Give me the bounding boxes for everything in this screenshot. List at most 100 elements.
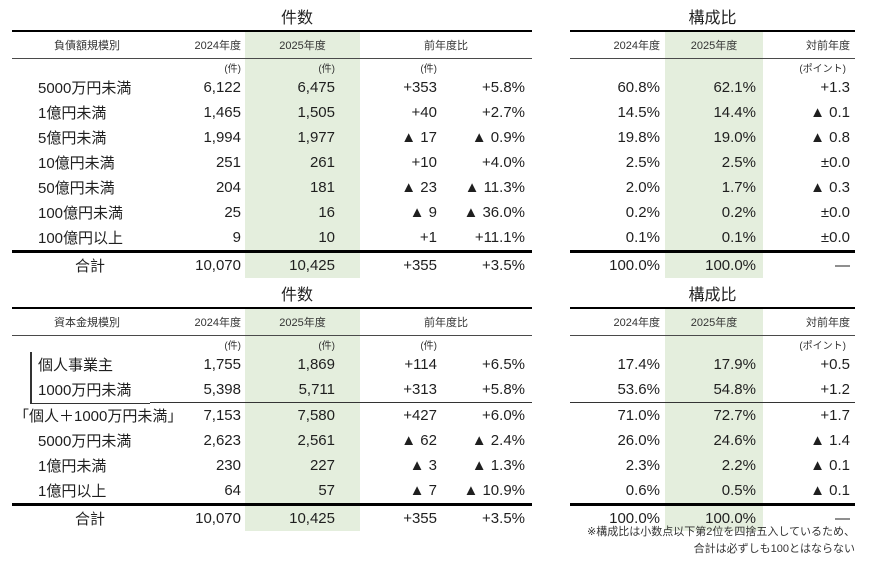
column-header-2025: 2025年度	[665, 31, 763, 59]
header-row: 負債額規模別 2024年度 2025年度 前年度比	[12, 31, 532, 59]
cell-pct: ▲ 36.0%	[463, 204, 525, 221]
cell-v2025: 19.0%	[665, 125, 763, 150]
cell-v2024: 2.3%	[625, 457, 660, 474]
table-row: 「個人＋1000万円未満」 7,153 7,580 +427 +6.0%	[12, 402, 532, 429]
cell-pct: ▲ 11.3%	[464, 179, 525, 196]
table-row: 60.8% 62.1% +1.3	[570, 75, 855, 100]
column-header-yoy: 前年度比	[360, 308, 532, 336]
cell-v2025: 227	[245, 453, 360, 478]
cell-diff: +40	[411, 104, 437, 121]
cell-v2025: 0.2%	[665, 200, 763, 225]
cell-v2024: 0.6%	[625, 482, 660, 499]
table-row: 0.1% 0.1% ±0.0	[570, 225, 855, 252]
unit-label: (件)	[245, 335, 360, 352]
column-header-2025: 2025年度	[665, 308, 763, 336]
cell-diff: +313	[403, 381, 437, 398]
total-2025: 10,425	[245, 503, 360, 531]
cell-v2024: 26.0%	[617, 432, 660, 449]
total-pct: +3.5%	[445, 250, 532, 278]
header-row: 2024年度 2025年度 対前年度	[570, 308, 855, 336]
unit-label: (件)	[224, 63, 241, 75]
cell-v2025: 1,505	[245, 100, 360, 125]
table-row: 0.2% 0.2% ±0.0	[570, 200, 855, 225]
cell-v2025: 2,561	[245, 428, 360, 453]
cell-diff: ▲ 0.1	[810, 104, 850, 121]
cell-label: 5億円未満	[38, 130, 107, 147]
cell-v2025: 0.5%	[665, 478, 763, 505]
total-2024: 10,070	[150, 250, 245, 278]
cell-v2024: 14.5%	[617, 104, 660, 121]
cell-v2024: 2.5%	[625, 154, 660, 171]
cell-v2024: 17.4%	[617, 356, 660, 373]
total-diff: —	[763, 503, 855, 531]
cell-diff: ±0.0	[820, 229, 850, 246]
cell-diff: +1.2	[820, 381, 850, 398]
cell-diff: ▲ 7	[409, 482, 437, 499]
table-row: 1億円未満 1,465 1,505 +40 +2.7%	[12, 100, 532, 125]
cell-v2025: 10	[245, 225, 360, 252]
debt-share-table: 構成比 2024年度 2025年度 対前年度 (ポイント) 60.8% 62.1%	[570, 8, 855, 278]
cell-v2024: 2,623	[203, 432, 241, 449]
cell-v2025: 72.7%	[665, 402, 763, 428]
cell-v2024: 204	[215, 179, 241, 196]
table-row: 53.6% 54.8% +1.2	[570, 377, 855, 403]
cell-v2025: 14.4%	[665, 100, 763, 125]
cell-v2025: 181	[245, 175, 360, 200]
footnote: ※構成比は小数点以下第2位を四捨五入しているため、 合計は必ずしも100とはなら…	[570, 524, 855, 558]
total-row: 合計 10,070 10,425 +355 +3.5%	[12, 503, 532, 531]
table-row: 5億円未満 1,994 1,977 ▲ 17 ▲ 0.9%	[12, 125, 532, 150]
cell-v2025: 17.9%	[665, 352, 763, 377]
cell-v2024: 53.6%	[617, 381, 660, 398]
column-header-yoy: 対前年度	[763, 308, 855, 336]
table-row: 100億円以上 9 10 +1 +11.1%	[12, 225, 532, 252]
table-row: 100億円未満 25 16 ▲ 9 ▲ 36.0%	[12, 200, 532, 225]
table-title: 件数	[280, 287, 313, 304]
cell-label: 個人事業主	[12, 352, 150, 377]
cell-label: 1億円以上	[38, 483, 107, 500]
table-row: 2.0% 1.7% ▲ 0.3	[570, 175, 855, 200]
unit-label: (件)	[245, 58, 360, 75]
unit-label: (件)	[420, 340, 437, 352]
table-row: 19.8% 19.0% ▲ 0.8	[570, 125, 855, 150]
table-row: 10億円未満 251 261 +10 +4.0%	[12, 150, 532, 175]
cell-diff: ▲ 1.4	[810, 432, 850, 449]
cell-v2024: 251	[215, 154, 241, 171]
cell-label: 5000万円未満	[38, 433, 132, 450]
cell-v2024: 5,398	[203, 381, 241, 398]
cell-diff: ▲ 17	[401, 129, 437, 146]
total-2025: 10,425	[245, 250, 360, 278]
cell-v2024: 0.2%	[625, 204, 660, 221]
cell-pct: ▲ 0.9%	[471, 129, 525, 146]
cell-pct: +6.5%	[482, 356, 525, 373]
table-row: 2.3% 2.2% ▲ 0.1	[570, 453, 855, 478]
cell-v2024: 2.0%	[625, 179, 660, 196]
cell-v2024: 25	[224, 204, 241, 221]
unit-label: (件)	[224, 340, 241, 352]
cell-v2024: 1,994	[203, 129, 241, 146]
cell-diff: ▲ 3	[409, 457, 437, 474]
cell-pct: ▲ 2.4%	[471, 432, 525, 449]
cell-v2025: 1,869	[245, 352, 360, 377]
cell-v2024: 64	[224, 482, 241, 499]
cell-v2024: 6,122	[203, 79, 241, 96]
cell-v2025: 2.2%	[665, 453, 763, 478]
total-diff: —	[763, 250, 855, 278]
cell-diff: ±0.0	[820, 204, 850, 221]
cell-diff: ▲ 0.1	[810, 482, 850, 499]
total-row: 100.0% 100.0% —	[570, 250, 855, 278]
table-row: 1億円未満 230 227 ▲ 3 ▲ 1.3%	[12, 453, 532, 478]
total-row: 合計 10,070 10,425 +355 +3.5%	[12, 250, 532, 278]
cell-label: 「個人＋1000万円未満」	[12, 402, 182, 429]
unit-label: (ポイント)	[799, 63, 846, 75]
column-header-yoy: 前年度比	[360, 31, 532, 59]
cell-v2024: 60.8%	[617, 79, 660, 96]
cell-diff: +427	[360, 402, 445, 428]
cell-diff: +10	[411, 154, 437, 171]
cell-diff: ▲ 23	[401, 179, 437, 196]
cell-v2024: 1,755	[203, 356, 241, 373]
cell-diff: ▲ 0.1	[810, 457, 850, 474]
cell-label: 100億円未満	[38, 205, 124, 222]
cell-v2025: 57	[245, 478, 360, 505]
cell-label: 50億円未満	[38, 180, 115, 197]
cell-label: 1000万円未満	[12, 377, 150, 403]
